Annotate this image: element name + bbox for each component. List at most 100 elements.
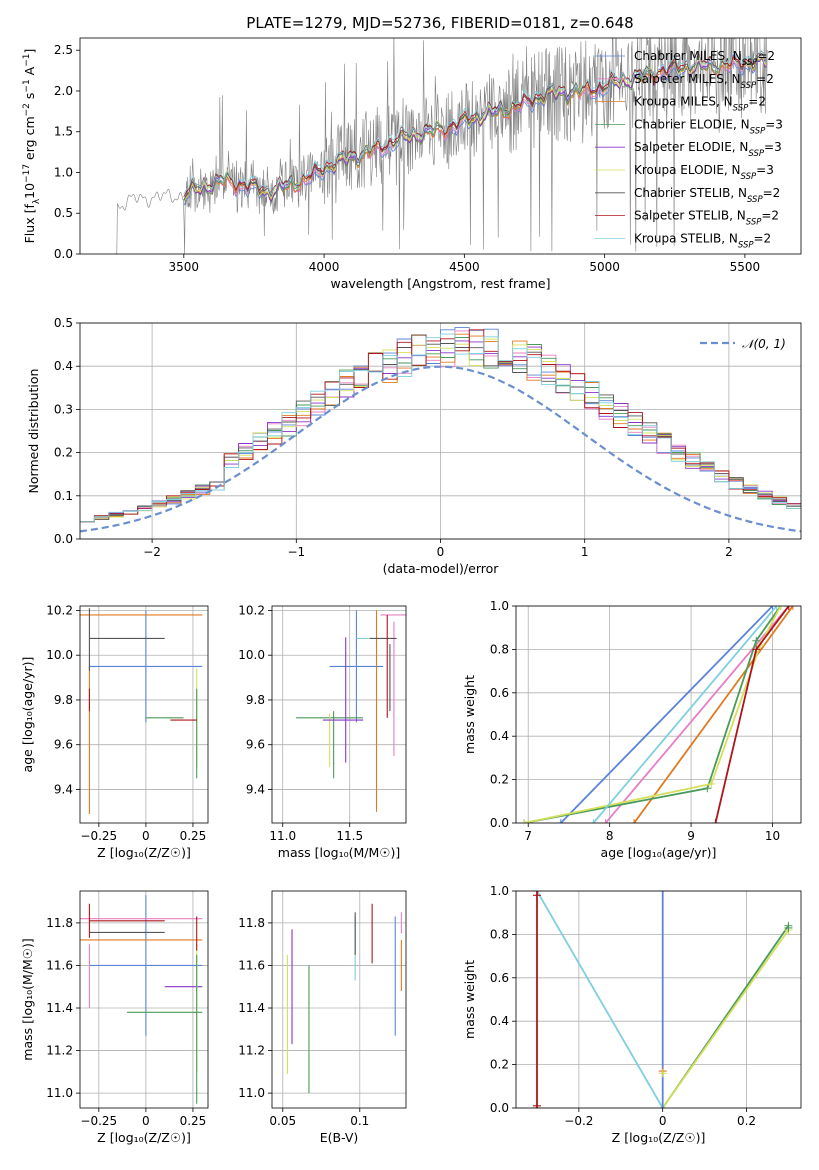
legend-part-1: SSP (738, 240, 754, 250)
mass_weight_vs_Z-plot-area (532, 891, 793, 1108)
ytick-label-0: 0.0 (54, 247, 73, 261)
ytick-label-4: 2.0 (54, 84, 73, 98)
legend-part-0: Kroupa STELIB, N (634, 231, 738, 245)
legend-part-1: SSP (733, 104, 749, 114)
xtick-label-0: −0.25 (80, 829, 117, 843)
mass_vs_ebv-xlabel: E(B-V) (320, 1130, 359, 1145)
ylabel-part-1: λ (32, 198, 42, 204)
weight-marker-3-0 (658, 1104, 667, 1108)
legend-part-2: =3 (765, 117, 783, 131)
legend-part-0: Chabrier STELIB, N (634, 186, 747, 200)
age_vs_mass-plot-area (296, 610, 406, 812)
legend-entry-1: Salpeter MILES, NSSP=2 (634, 72, 774, 91)
ylabel-part-0: Flux [f (22, 204, 37, 244)
legend-entry-5: Kroupa ELODIE, NSSP=3 (634, 163, 774, 182)
normal-curve (80, 365, 801, 533)
weight-line-2 (536, 891, 664, 1108)
age_vs_Z-plot-area (80, 608, 203, 815)
weight-marker-0-1 (768, 606, 777, 610)
weight-line-1 (661, 929, 790, 1108)
xtick-label-2: 0.25 (180, 829, 207, 843)
weight-marker-3-2 (752, 636, 761, 645)
mass_vs_ebv-frame (271, 890, 407, 1109)
ytick-label-2: 0.2 (54, 446, 73, 460)
mass_vs_ebv-plot-area (286, 903, 402, 1094)
xtick-label-3: 5000 (589, 260, 620, 274)
xtick-label-1: 11.5 (336, 829, 363, 843)
ytick-label-2: 0.4 (490, 729, 509, 743)
legend-part-2: =2 (763, 186, 781, 200)
legend-entry-7: Salpeter STELIB, NSSP=2 (634, 209, 779, 228)
xtick-label-0: 11.0 (269, 829, 296, 843)
xtick-label-1: 0.1 (350, 1114, 369, 1128)
weight-line-1 (604, 606, 790, 823)
xtick-label-1: 0 (142, 1114, 150, 1128)
mass_vs_Z-frame (79, 890, 209, 1109)
ytick-label-1: 11.2 (46, 1044, 73, 1058)
mass_weight_vs_age-axes: 7 8 9 10 0.0 0.2 0.4 0.6 0.8 1.0 age [log₁₀(age/yr… (462, 599, 802, 860)
xtick-label-4: 2 (725, 545, 733, 559)
extra-marker-0 (532, 1101, 541, 1108)
legend-part-0: Kroupa MILES, N (634, 95, 733, 109)
ytick-label-1: 9.6 (54, 738, 73, 752)
xtick-label-0: 0.05 (269, 1114, 296, 1128)
ylabel-part-2: 10 (22, 183, 37, 199)
xtick-label-2: 0.25 (180, 1114, 207, 1128)
ytick-label-4: 10.2 (238, 603, 265, 617)
legend-part-0: Kroupa ELODIE, N (634, 163, 741, 177)
residuals-ylabel: Normed distribution (26, 369, 41, 494)
legend-part-1: SSP (741, 81, 757, 91)
ylabel-part-6: s (22, 93, 37, 104)
ytick-label-3: 11.6 (46, 958, 73, 972)
legend-part-1: SSP (741, 172, 757, 182)
age_vs_Z-ylabel: age [log₁₀(age/yr)] (20, 657, 35, 773)
legend-part-2: =3 (764, 140, 782, 154)
ytick-label-1: 0.1 (54, 489, 73, 503)
ytick-label-2: 9.8 (246, 693, 265, 707)
xtick-label-0: −2 (143, 545, 161, 559)
ytick-label-0: 0.0 (54, 532, 73, 546)
weight-marker-4-3 (776, 606, 785, 610)
legend-part-2: =2 (754, 231, 772, 245)
legend-part-0: Salpeter MILES, N (634, 72, 741, 86)
extra-marker-4 (784, 923, 793, 932)
ytick-label-3: 10.0 (238, 648, 265, 662)
ytick-label-3: 1.5 (54, 125, 73, 139)
spectrum-ylabel: Flux [fλ10−17 erg cm−2 s−1 A−1] (22, 49, 42, 244)
weight-line-0 (560, 606, 774, 823)
weight-marker-6-0 (589, 819, 598, 823)
ytick-label-2: 11.4 (238, 1001, 265, 1015)
model-line-7 (183, 50, 767, 198)
ytick-label-4: 10.2 (46, 603, 73, 617)
spectrum-xlabel: wavelength [Angstrom, rest frame] (330, 276, 550, 291)
weight-marker-5-1 (752, 645, 761, 654)
legend-part-2: =2 (761, 209, 779, 223)
residuals-plot-area (80, 327, 801, 533)
legend-entry-8: Kroupa STELIB, NSSP=2 (634, 231, 771, 250)
ytick-label-1: 9.6 (246, 738, 265, 752)
mass_weight_vs_Z-ylabel: mass weight (462, 960, 477, 1039)
legend-entry-0: Chabrier MILES, NSSP=2 (634, 49, 775, 68)
weight-line-4 (523, 606, 782, 823)
xtick-label-1: 0 (142, 829, 150, 843)
age_vs_Z-axes: −0.25 0 0.25 9.4 9.6 9.8 10.0 10.2 Z [log₁₀(Z/Z☉… (20, 603, 209, 860)
ytick-label-0: 11.0 (46, 1086, 73, 1100)
legend-entry-6: Chabrier STELIB, NSSP=2 (634, 186, 780, 205)
spectrum-plot-area (113, 38, 768, 254)
legend-part-1: SSP (746, 218, 762, 228)
hist-series-2 (80, 333, 801, 523)
ylabel-part-8: A (22, 66, 37, 79)
ytick-label-4: 0.4 (54, 359, 73, 373)
xtick-label-1: −1 (287, 545, 305, 559)
mass_vs_Z-axes: −0.25 0 0.25 11.0 11.2 11.4 11.6 11.8 Z [log₁₀(Z… (20, 890, 209, 1145)
residuals-frame (79, 322, 802, 540)
weight-marker-4-1 (707, 779, 716, 788)
mass_weight_vs_Z-frame (515, 890, 802, 1109)
mass_weight_vs_age-frame (515, 605, 802, 824)
ytick-label-1: 0.2 (490, 773, 509, 787)
weight-marker-1-0 (601, 819, 610, 823)
ylabel-part-9: −1 (22, 54, 32, 67)
ytick-label-0: 0.0 (490, 816, 509, 830)
hist-series-3 (80, 337, 801, 523)
